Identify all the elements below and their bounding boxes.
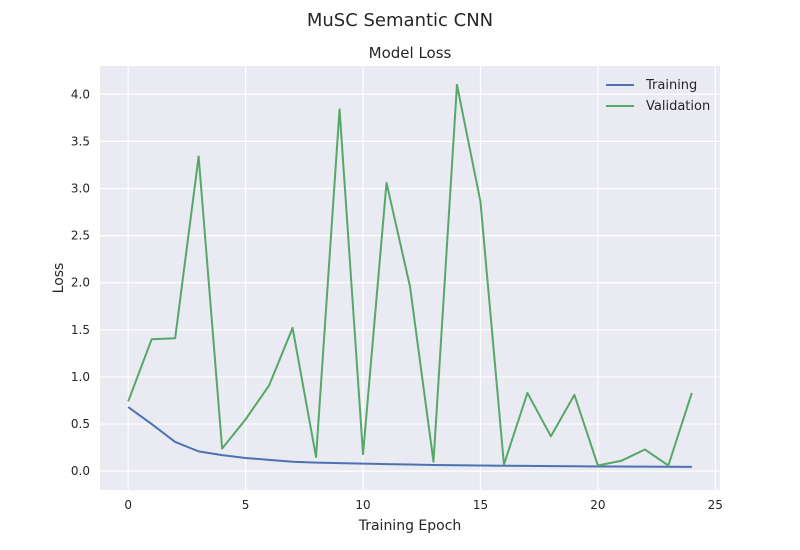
y-tick-label: 1.0 <box>71 370 90 384</box>
y-tick-label: 2.0 <box>71 276 90 290</box>
chart-title: Model Loss <box>369 44 452 62</box>
x-tick-label: 25 <box>708 498 723 512</box>
x-axis-label: Training Epoch <box>358 518 462 534</box>
x-tick-label: 5 <box>242 498 250 512</box>
x-tick-label: 10 <box>355 498 370 512</box>
grid-lines <box>100 66 720 490</box>
series-line-validation <box>127 83 693 467</box>
x-tick-label: 15 <box>473 498 488 512</box>
y-tick-label: 0.5 <box>71 417 90 431</box>
y-tick-label: 1.5 <box>71 323 90 337</box>
legend-label-training: Training <box>645 78 697 93</box>
y-tick-label: 4.0 <box>71 87 90 101</box>
y-tick-labels: 0.0 0.5 1.0 1.5 2.0 2.5 3.0 3.5 4.0 <box>71 87 90 478</box>
x-tick-label: 0 <box>124 498 132 512</box>
y-tick-label: 0.0 <box>71 464 90 478</box>
legend-label-validation: Validation <box>646 99 710 114</box>
x-tick-labels: 0 5 10 15 20 25 <box>124 498 723 512</box>
y-axis-label: Loss <box>51 263 67 294</box>
y-tick-label: 3.5 <box>71 134 90 148</box>
legend: Training Validation <box>606 78 710 114</box>
y-tick-label: 3.0 <box>71 181 90 195</box>
series-layer <box>127 83 693 468</box>
plot-area <box>100 66 720 490</box>
x-tick-label: 20 <box>590 498 605 512</box>
figure-suptitle: MuSC Semantic CNN <box>307 10 493 31</box>
y-tick-label: 2.5 <box>71 229 90 243</box>
